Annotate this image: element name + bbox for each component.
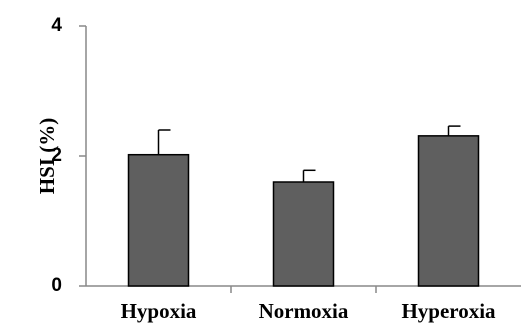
bar	[417, 135, 480, 287]
bars	[127, 135, 480, 287]
category-label: Normoxia	[259, 299, 349, 323]
y-tick-label: 0	[51, 275, 62, 296]
category-labels: Hypoxia Normoxia Hyperoxia	[121, 299, 496, 323]
y-tick-label: 4	[51, 15, 62, 36]
bar	[127, 153, 190, 287]
y-ticks: 0 2 4	[51, 15, 86, 296]
error-bars	[157, 125, 461, 182]
category-label: Hyperoxia	[401, 299, 496, 323]
y-tick-label: 2	[51, 145, 62, 166]
y-axis-title: HSI (%)	[35, 118, 59, 194]
bar	[272, 181, 335, 287]
category-label: Hypoxia	[121, 299, 197, 323]
